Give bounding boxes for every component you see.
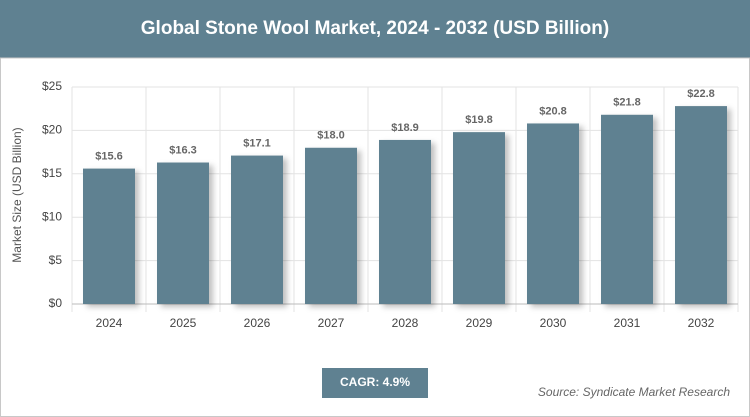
y-tick-label: $15 — [42, 166, 62, 180]
value-label: $20.8 — [539, 105, 567, 117]
bar — [305, 147, 357, 304]
y-axis-label: Market Size (USD Billion) — [10, 127, 24, 262]
y-tick-label: $10 — [42, 209, 62, 223]
value-label: $15.6 — [95, 150, 123, 162]
x-tick-label: 2024 — [96, 316, 123, 330]
bar — [231, 155, 283, 304]
x-tick-label: 2025 — [170, 316, 197, 330]
source-note: Source: Syndicate Market Research — [538, 385, 730, 399]
value-label: $17.1 — [243, 137, 271, 149]
x-tick-label: 2026 — [244, 316, 271, 330]
x-tick-label: 2028 — [392, 316, 419, 330]
value-label: $16.3 — [169, 144, 197, 156]
x-tick-label: 2031 — [614, 316, 641, 330]
bar — [453, 132, 505, 304]
cagr-box — [322, 368, 428, 398]
bar — [157, 162, 209, 304]
bar — [83, 168, 135, 304]
x-tick-label: 2027 — [318, 316, 345, 330]
header-bar — [0, 0, 750, 58]
y-tick-label: $5 — [49, 253, 63, 267]
bar — [601, 114, 653, 304]
chart-title: Global Stone Wool Market, 2024 - 2032 (U… — [141, 18, 609, 39]
bar — [527, 123, 579, 305]
y-tick-label: $0 — [49, 296, 63, 310]
value-label: $18.0 — [317, 130, 345, 142]
x-tick-label: 2029 — [466, 316, 493, 330]
value-label: $19.8 — [465, 114, 493, 126]
bar — [379, 139, 431, 304]
y-tick-label: $20 — [42, 123, 62, 137]
x-tick-label: 2030 — [540, 316, 567, 330]
value-label: $21.8 — [613, 97, 641, 109]
y-tick-label: $25 — [42, 79, 62, 93]
value-label: $18.9 — [391, 122, 419, 134]
value-label: $22.8 — [687, 88, 715, 100]
x-tick-label: 2032 — [688, 316, 715, 330]
bar — [675, 106, 727, 304]
cagr-label: CAGR: 4.9% — [340, 375, 410, 389]
